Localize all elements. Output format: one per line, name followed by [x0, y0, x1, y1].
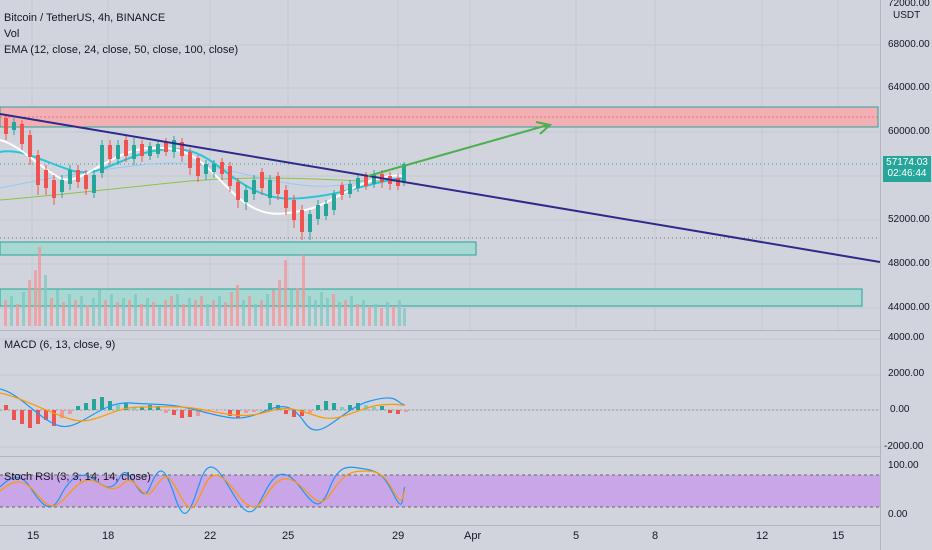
date-label: 15: [27, 530, 40, 542]
stoch-axis-label: 100.00: [888, 460, 919, 471]
date-label: Apr: [464, 530, 482, 542]
date-label: 8: [652, 530, 659, 542]
macd-axis-label: 4000.00: [888, 332, 925, 343]
price-pane[interactable]: Bitcoin / TetherUS, 4h, BINANCE Vol EMA …: [0, 0, 880, 330]
axis-price-label: 68000.00: [888, 39, 930, 50]
axis-price-label: 72000.00: [888, 0, 930, 9]
date-label: 15: [832, 530, 845, 542]
date-label: 5: [573, 530, 580, 542]
stoch-axis-label: 0.00: [888, 509, 908, 520]
volume-bars: [4, 247, 406, 326]
stoch-d-line: [0, 470, 406, 509]
macd-line: [0, 388, 406, 431]
stoch-rsi-chart: [0, 466, 880, 514]
date-label: 29: [392, 530, 405, 542]
ema-legend[interactable]: EMA (12, close, 24, close, 50, close, 10…: [4, 44, 239, 56]
axis-price-label: 52000.00: [888, 214, 930, 225]
signal-line: [0, 392, 406, 422]
support-zone: [0, 241, 477, 256]
axis-price-label: 64000.00: [888, 82, 930, 93]
date-label: 12: [756, 530, 769, 542]
macd-axis-label: 2000.00: [888, 368, 925, 379]
symbol-title: Bitcoin / TetherUS, 4h, BINANCE: [4, 12, 166, 24]
price-axis[interactable]: [880, 0, 932, 550]
resistance-zone: [0, 106, 879, 128]
date-label: 18: [102, 530, 115, 542]
date-label: 22: [204, 530, 217, 542]
macd-axis-label: -2000.00: [884, 441, 924, 452]
macd-legend[interactable]: MACD (6, 13, close, 9): [4, 339, 116, 351]
macd-chart: [0, 338, 880, 448]
candlesticks: [4, 114, 406, 240]
currency-label: USDT: [893, 10, 921, 21]
macd-axis-label: 0.00: [890, 404, 910, 415]
rsi-band: [0, 475, 880, 507]
downtrend-line: [0, 113, 880, 263]
stoch-rsi-legend[interactable]: Stoch RSI (3, 3, 14, 14, close): [4, 471, 151, 483]
date-label: 25: [282, 530, 295, 542]
volume-zone: [0, 288, 863, 307]
current-price: 57174.03: [886, 157, 928, 168]
volume-legend[interactable]: Vol: [4, 28, 20, 40]
current-price-tag: 57174.03 02:46:44: [883, 156, 931, 182]
time-axis[interactable]: 15 18 22 25 29 Apr 5 8 12 15: [0, 526, 880, 550]
macd-pane[interactable]: MACD (6, 13, close, 9): [0, 331, 880, 456]
candle-countdown: 02:46:44: [887, 168, 927, 179]
axis-price-label: 44000.00: [888, 302, 930, 313]
axis-price-label: 48000.00: [888, 258, 930, 269]
stoch-k-line: [0, 466, 406, 514]
price-chart: [0, 0, 880, 330]
axis-price-label: 60000.00: [888, 126, 930, 137]
projection-arrow: [367, 124, 549, 177]
stoch-rsi-pane[interactable]: Stoch RSI (3, 3, 14, 14, close): [0, 457, 880, 525]
